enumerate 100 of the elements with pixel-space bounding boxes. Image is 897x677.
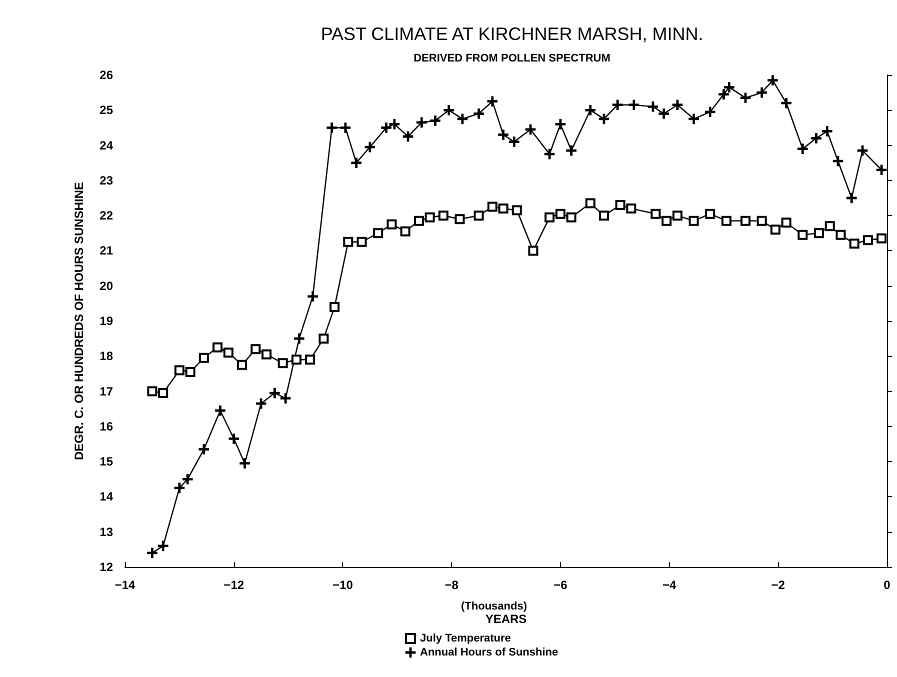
point xyxy=(781,98,792,108)
point xyxy=(626,204,636,214)
point xyxy=(876,164,887,176)
point xyxy=(662,216,672,226)
point xyxy=(147,386,158,396)
legend-label: Annual Hours of Sunshine xyxy=(420,646,558,658)
y-tick-label: 25 xyxy=(100,103,114,118)
point xyxy=(781,218,792,228)
point xyxy=(237,360,248,370)
point xyxy=(280,393,291,404)
point xyxy=(457,114,468,124)
point xyxy=(512,205,522,216)
chart-title: PAST CLIMATE AT KIRCHNER MARSH, MINN. xyxy=(320,24,704,44)
point xyxy=(836,230,846,240)
y-tick-label: 23 xyxy=(100,173,114,188)
point xyxy=(294,333,304,344)
x-tick-label: −12 xyxy=(224,578,244,592)
point xyxy=(343,236,354,247)
point xyxy=(250,344,261,354)
point xyxy=(704,106,716,118)
point xyxy=(223,348,234,358)
point xyxy=(487,202,498,212)
point xyxy=(849,238,860,249)
point xyxy=(424,212,435,222)
point xyxy=(414,216,424,226)
point xyxy=(330,302,340,312)
point xyxy=(528,246,538,256)
x-tick-label: −4 xyxy=(662,578,676,592)
point xyxy=(648,101,658,112)
point xyxy=(718,89,729,100)
point xyxy=(212,342,223,352)
point xyxy=(615,200,626,210)
y-tick-label: 21 xyxy=(100,244,114,258)
point xyxy=(498,130,508,140)
x-tick-label: −6 xyxy=(554,578,568,592)
point xyxy=(498,204,508,214)
y-tick-label: 16 xyxy=(100,419,114,434)
point xyxy=(364,142,376,152)
point xyxy=(688,114,699,124)
point xyxy=(811,133,822,144)
y-tick-label: 15 xyxy=(100,454,114,469)
point xyxy=(174,482,185,494)
point xyxy=(308,291,318,302)
point xyxy=(672,100,683,110)
y-tick-label: 14 xyxy=(100,490,114,504)
y-tick-label: 22 xyxy=(100,208,114,223)
point xyxy=(876,233,887,244)
point xyxy=(326,122,337,133)
point xyxy=(400,226,410,236)
text: (Thousands) xyxy=(460,600,528,612)
point xyxy=(356,236,367,247)
point xyxy=(256,398,266,409)
point xyxy=(768,75,778,86)
point xyxy=(430,116,440,126)
y-tick-label: 13 xyxy=(100,524,114,539)
y-tick-label: 12 xyxy=(100,560,114,574)
point xyxy=(585,104,596,116)
point xyxy=(509,136,520,147)
point xyxy=(438,210,448,221)
point xyxy=(185,366,196,377)
point xyxy=(724,82,734,92)
x-axis-title: YEARS xyxy=(485,612,527,626)
point xyxy=(862,235,873,246)
point xyxy=(740,92,751,103)
point xyxy=(340,122,351,133)
point xyxy=(291,354,302,365)
x-tick-label: −10 xyxy=(332,578,354,592)
point xyxy=(416,117,427,128)
point xyxy=(351,158,362,168)
point xyxy=(318,334,329,344)
point xyxy=(740,216,750,226)
point xyxy=(797,144,808,154)
point xyxy=(566,212,576,222)
point xyxy=(585,198,596,208)
point xyxy=(278,358,288,368)
point xyxy=(814,228,824,238)
point xyxy=(270,388,280,398)
x-tick-label: −2 xyxy=(771,578,786,592)
point xyxy=(832,156,844,166)
point xyxy=(544,212,555,222)
point xyxy=(386,219,397,230)
point xyxy=(650,208,661,219)
chart-subtitle: DERIVED FROM POLLEN SPECTRUM xyxy=(414,52,610,64)
point xyxy=(846,192,857,204)
y-tick-label: 26 xyxy=(100,68,114,82)
point xyxy=(824,221,835,232)
x-tick-label: 0 xyxy=(884,578,891,592)
point xyxy=(487,96,498,107)
point xyxy=(240,458,250,468)
point xyxy=(612,100,623,110)
point xyxy=(555,119,566,130)
point xyxy=(688,216,699,226)
x-tick-label: −8 xyxy=(444,578,459,592)
point xyxy=(381,122,392,133)
point xyxy=(198,444,210,454)
point xyxy=(174,365,184,376)
point xyxy=(756,216,767,226)
point xyxy=(756,87,767,98)
point xyxy=(672,210,682,221)
legend-label: July Temperature xyxy=(420,632,511,644)
